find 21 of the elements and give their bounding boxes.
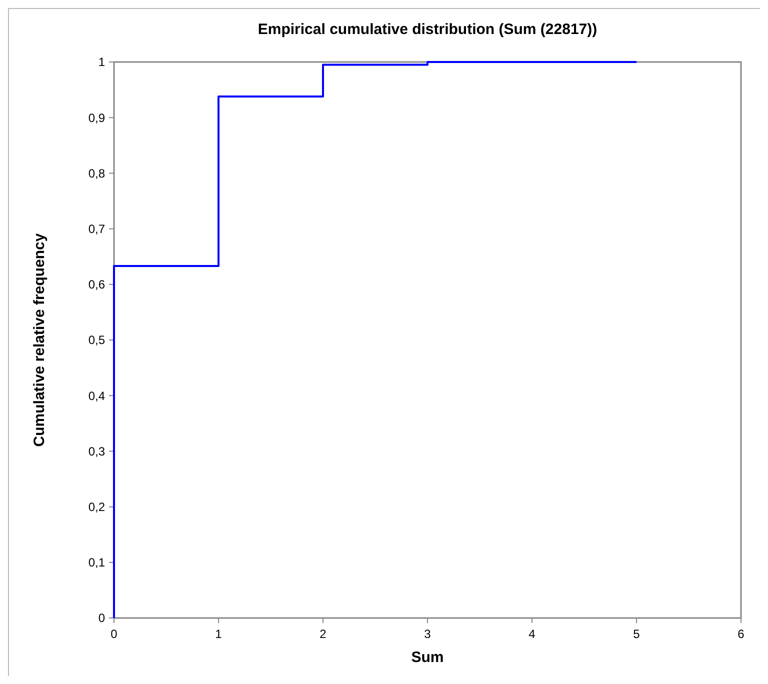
y-tick-label: 0,7 [88,222,106,236]
y-axis-title: Cumulative relative frequency [31,232,48,447]
x-tick-label: 0 [110,627,118,641]
x-tick-label: 5 [633,627,640,641]
y-tick-label: 0,5 [88,333,106,348]
x-tick-label: 6 [738,627,745,641]
y-tick-label: 0,1 [88,556,106,570]
x-tick-label: 1 [215,627,222,641]
y-tick-label: 0 [98,611,106,626]
chart-title: Empirical cumulative distribution (Sum (22817)) [258,21,598,38]
y-tick-label: 0,3 [88,444,106,458]
x-tick-label: 3 [424,627,432,641]
y-tick-label: 0,2 [88,500,106,514]
y-tick-label: 1 [98,55,106,70]
y-tick-label: 0,9 [88,110,106,125]
y-tick-label: 0,6 [88,278,106,292]
y-tick-label: 0,8 [88,166,106,180]
y-tick-label: 0,4 [88,388,106,403]
x-tick-label: 2 [320,627,327,641]
x-tick-label: 4 [528,627,536,641]
x-axis-title: Sum [411,649,444,666]
